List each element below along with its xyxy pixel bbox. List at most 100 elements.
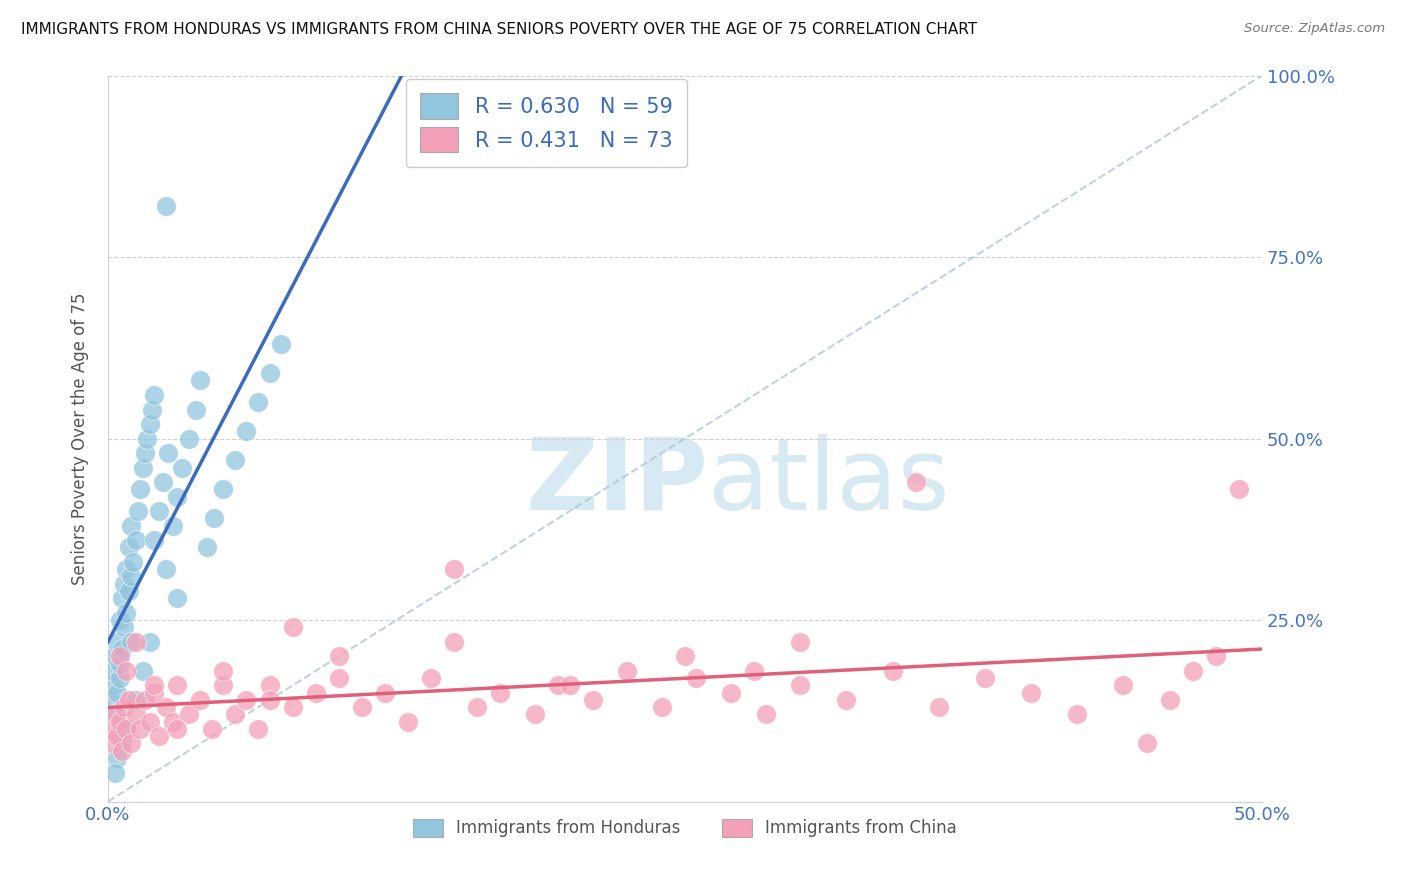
Point: [162, 714, 184, 729]
Point: [558, 678, 581, 692]
Point: [685, 671, 707, 685]
Point: [111, 591, 134, 606]
Point: [105, 751, 128, 765]
Point: [138, 417, 160, 431]
Point: [188, 693, 211, 707]
Point: [104, 707, 127, 722]
Point: [1205, 649, 1227, 664]
Point: [212, 483, 235, 497]
Point: [835, 693, 858, 707]
Point: [904, 475, 927, 489]
Point: [212, 664, 235, 678]
Point: [259, 693, 281, 707]
Point: [98, 722, 121, 736]
Point: [523, 707, 546, 722]
Point: [720, 686, 742, 700]
Point: [235, 425, 257, 439]
Point: [152, 475, 174, 489]
Point: [108, 671, 131, 685]
Point: [246, 395, 269, 409]
Point: [125, 707, 148, 722]
Point: [131, 460, 153, 475]
Point: [195, 541, 218, 555]
Point: [166, 591, 188, 606]
Point: [928, 700, 950, 714]
Point: [420, 671, 443, 685]
Point: [1181, 664, 1204, 678]
Point: [673, 649, 696, 664]
Point: [281, 700, 304, 714]
Point: [547, 678, 569, 692]
Point: [156, 446, 179, 460]
Point: [112, 700, 135, 714]
Point: [118, 541, 141, 555]
Point: [328, 671, 350, 685]
Point: [108, 714, 131, 729]
Point: [177, 432, 200, 446]
Point: [104, 649, 127, 664]
Point: [755, 707, 778, 722]
Point: [155, 199, 177, 213]
Point: [166, 678, 188, 692]
Point: [166, 722, 188, 736]
Point: [138, 714, 160, 729]
Point: [259, 678, 281, 692]
Point: [101, 664, 124, 678]
Point: [143, 686, 166, 700]
Point: [155, 562, 177, 576]
Point: [177, 707, 200, 722]
Point: [131, 664, 153, 678]
Point: [882, 664, 904, 678]
Point: [134, 446, 156, 460]
Point: [115, 722, 138, 736]
Point: [246, 722, 269, 736]
Point: [120, 737, 142, 751]
Point: [105, 635, 128, 649]
Point: [742, 664, 765, 678]
Point: [118, 584, 141, 599]
Point: [115, 722, 138, 736]
Point: [120, 635, 142, 649]
Point: [1019, 686, 1042, 700]
Point: [143, 678, 166, 692]
Point: [328, 649, 350, 664]
Point: [112, 620, 135, 634]
Point: [396, 714, 419, 729]
Point: [98, 693, 121, 707]
Point: [1112, 678, 1135, 692]
Point: [120, 518, 142, 533]
Point: [136, 432, 159, 446]
Point: [101, 678, 124, 692]
Point: [224, 707, 246, 722]
Point: [170, 460, 193, 475]
Point: [111, 737, 134, 751]
Point: [166, 490, 188, 504]
Point: [127, 504, 149, 518]
Point: [974, 671, 997, 685]
Point: [259, 366, 281, 380]
Point: [105, 686, 128, 700]
Point: [111, 744, 134, 758]
Point: [101, 737, 124, 751]
Point: [120, 569, 142, 583]
Point: [443, 635, 465, 649]
Point: [108, 613, 131, 627]
Point: [115, 562, 138, 576]
Point: [270, 337, 292, 351]
Text: atlas: atlas: [709, 434, 949, 531]
Point: [115, 664, 138, 678]
Point: [202, 511, 225, 525]
Point: [465, 700, 488, 714]
Text: Source: ZipAtlas.com: Source: ZipAtlas.com: [1244, 22, 1385, 36]
Point: [789, 678, 811, 692]
Point: [112, 576, 135, 591]
Point: [188, 374, 211, 388]
Point: [616, 664, 638, 678]
Point: [184, 402, 207, 417]
Point: [212, 678, 235, 692]
Point: [138, 635, 160, 649]
Point: [651, 700, 673, 714]
Point: [374, 686, 396, 700]
Point: [1066, 707, 1088, 722]
Point: [125, 693, 148, 707]
